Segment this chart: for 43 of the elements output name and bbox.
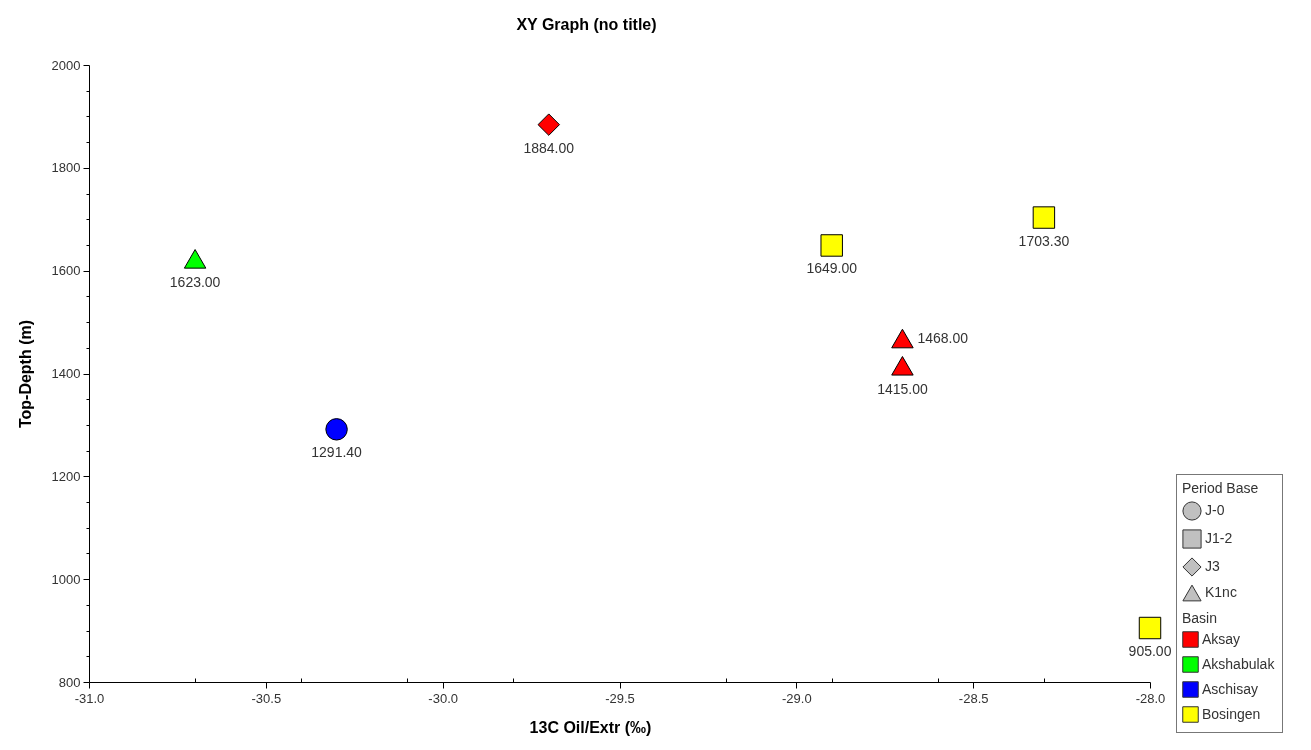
point: [891, 328, 914, 349]
y-tick-label: 1600: [51, 263, 81, 279]
legend-label: J-0: [1205, 502, 1225, 518]
point: [1138, 616, 1162, 640]
legend-label: K1nc: [1205, 584, 1237, 600]
y-tick-label: 2000: [51, 57, 81, 73]
y-tick-label: 800: [58, 674, 81, 690]
y-tick-label: 1800: [51, 160, 81, 176]
x-tick-label: -29.5: [605, 690, 635, 706]
legend-label: Aksay: [1202, 630, 1241, 647]
data-label: 1623.00: [169, 273, 221, 290]
legend-label: J3: [1205, 558, 1220, 574]
data-label: 1468.00: [917, 329, 969, 346]
data-label: 1291.40: [311, 444, 363, 461]
x-tick-label: -30.0: [428, 690, 458, 706]
x-tick-label: -28.5: [958, 690, 989, 706]
y-tick-label: 1400: [51, 366, 81, 381]
chart-title: XY Graph (no title): [516, 16, 657, 33]
text: Basin: [1182, 610, 1218, 626]
x-tick-label: -29.0: [782, 690, 812, 706]
y-axis-title: Top-Depth (m): [16, 319, 34, 429]
x-tick-label: -31.0: [74, 690, 105, 706]
y-tick-label: 1000: [51, 571, 81, 587]
data-label: 1649.00: [806, 260, 858, 277]
legend-label: Akshabulak: [1202, 655, 1276, 672]
legend-label: J1-2: [1205, 530, 1233, 546]
x-tick-label: -28.0: [1135, 690, 1166, 706]
data-label: 905.00: [1128, 643, 1172, 660]
data-label: 1703.30: [1018, 232, 1070, 249]
text: Period Base: [1182, 480, 1259, 496]
point: [820, 234, 843, 257]
y-tick-label: 1200: [51, 468, 81, 484]
point: [183, 249, 207, 269]
data-label: 1884.00: [523, 139, 575, 156]
legend-label: Bosingen: [1202, 705, 1261, 722]
point: [537, 113, 560, 136]
point: [325, 418, 348, 441]
point: [1032, 206, 1056, 229]
x-tick-label: -30.5: [251, 690, 282, 706]
data-label: 1415.00: [877, 380, 928, 397]
x-axis-title: 13C Oil/Extr (‰): [529, 718, 652, 736]
legend-label: Aschisay: [1202, 680, 1259, 697]
point: [891, 356, 914, 376]
